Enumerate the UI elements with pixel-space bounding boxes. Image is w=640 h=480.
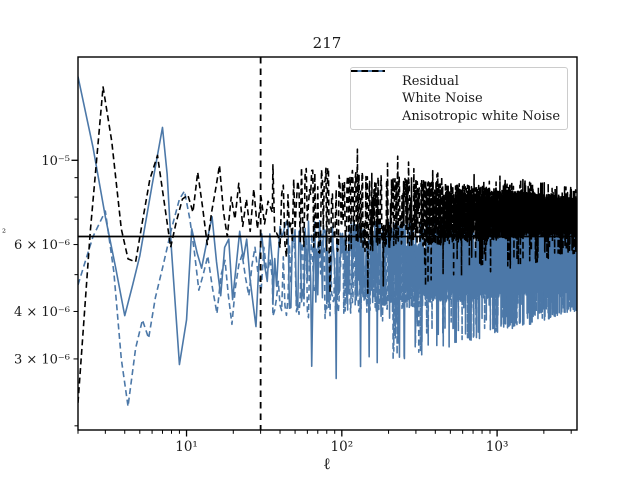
x-tick-label: 10¹ [175, 439, 198, 455]
legend-label-white-noise: White Noise [402, 91, 483, 106]
y-tick-label: 6 × 10⁻⁶ [14, 238, 70, 253]
series-line-anisotropic-white-noise [78, 86, 577, 403]
legend-line-sample-residual [351, 70, 392, 84]
x-tick-label: 10² [331, 439, 354, 455]
y-tick-label: 3 × 10⁻⁶ [14, 352, 70, 367]
reference-lines [78, 57, 577, 430]
legend-entry-anisotropic-white-noise: Anisotropic white Noise [351, 70, 561, 124]
axes-ticks: 10¹ 10² 10³ 10⁻⁵ 6 × 10⁻⁶ 4 × 10⁻⁶ 3 × 10⁻⁶ [14, 154, 572, 455]
y-axis-label-clipped-fragment: ² [2, 228, 6, 239]
series-line-white-noise [78, 190, 577, 408]
plot-title: 217 [313, 34, 342, 52]
legend-label-residual: Residual [402, 73, 459, 89]
legend-line-sample-white-noise [351, 70, 392, 102]
axes-frame [77, 56, 578, 431]
x-tick-label: 10³ [486, 439, 509, 455]
legend-label-anisotropic-white-noise: Anisotropic white Noise [402, 108, 561, 124]
y-tick-label: 10⁻⁵ [41, 154, 70, 169]
data-curves [78, 76, 577, 408]
legend-box: Residual White Noise Anisotropic white N… [350, 67, 568, 130]
legend-entry-residual: Residual [351, 70, 561, 89]
legend-entry-white-noise: White Noise [351, 70, 561, 106]
x-axis-label: ℓ [323, 454, 331, 473]
legend-line-sample-anisotropic-white-noise [351, 70, 392, 119]
y-tick-label: 4 × 10⁻⁶ [14, 305, 70, 320]
